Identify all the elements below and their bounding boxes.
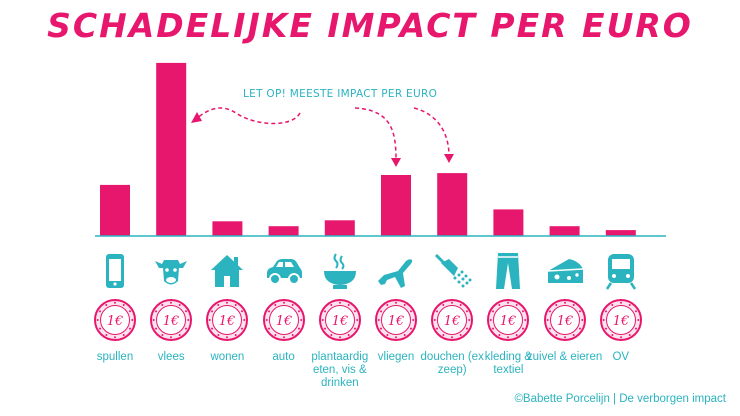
svg-text:1€: 1€: [556, 314, 573, 329]
euro-coin-icon: 1€: [93, 298, 137, 342]
svg-text:1€: 1€: [219, 314, 236, 329]
car-icon: [264, 251, 304, 291]
svg-text:1€: 1€: [500, 314, 517, 329]
trousers-icon: [488, 251, 528, 291]
chart-title: SCHADELIJKE IMPACT PER EURO: [47, 6, 693, 45]
bar-auto: [268, 226, 299, 236]
svg-text:1€: 1€: [613, 314, 630, 329]
svg-text:1€: 1€: [163, 314, 180, 329]
euro-coin-icon: 1€: [543, 298, 587, 342]
svg-text:1€: 1€: [275, 314, 292, 329]
annotation-arrow-douchen: [413, 107, 450, 157]
euro-coin-icon: 1€: [318, 298, 362, 342]
annotation-arrowhead-vlees: [191, 112, 202, 123]
credit: ©Babette Porcelijn | De verborgen impact: [514, 393, 726, 405]
bar-vlees: [156, 62, 187, 237]
category-label: vlees: [157, 351, 185, 363]
annotation-arrow-vliegen: [354, 107, 397, 161]
train-icon: [601, 251, 641, 291]
euro-coin-icon: 1€: [374, 298, 418, 342]
smartphone-icon: [95, 251, 135, 291]
bar-vliegen: [381, 175, 411, 236]
category-label: zuivel & eieren: [526, 351, 603, 363]
euro-coin-icon: 1€: [486, 298, 530, 342]
category-label: vliegen: [377, 351, 415, 363]
svg-text:1€: 1€: [107, 314, 124, 329]
house-icon: [207, 251, 247, 291]
category-label: auto: [272, 351, 295, 363]
bar-wonen: [212, 221, 243, 237]
euro-coin-icon: 1€: [149, 298, 193, 342]
bar-douchen: [437, 173, 468, 236]
euro-coin-icon: 1€: [430, 298, 474, 342]
annotation: LET OP! MEESTE IMPACT PER EURO: [191, 88, 454, 167]
bar-ov: [605, 230, 636, 236]
bar-kleding: [493, 209, 524, 236]
svg-text:1€: 1€: [388, 314, 405, 329]
cow-icon: [151, 251, 191, 291]
steaming-bowl-icon: [320, 251, 360, 291]
bar-zuivel: [549, 226, 580, 236]
airplane-icon: [376, 251, 416, 291]
annotation-arrowhead-douchen: [444, 154, 454, 163]
category-label: OV: [612, 351, 630, 363]
category-label: spullen: [96, 351, 134, 363]
cheese-icon: [545, 251, 585, 291]
bar-group: [100, 62, 636, 237]
annotation-arrowhead-vliegen: [391, 158, 401, 167]
annotation-text: LET OP! MEESTE IMPACT PER EURO: [243, 88, 437, 100]
bar-spullen: [100, 184, 130, 236]
svg-text:1€: 1€: [332, 314, 349, 329]
shower-icon: [432, 251, 472, 291]
euro-coin-icon: 1€: [205, 298, 249, 342]
category-label: plantaardig eten, vis & drinken: [311, 351, 369, 389]
annotation-arrow-vlees: [196, 107, 301, 125]
euro-coin-icon: 1€: [599, 298, 643, 342]
euro-coin-icon: 1€: [262, 298, 306, 342]
bar-plantaardig: [324, 220, 355, 236]
svg-text:1€: 1€: [444, 314, 461, 329]
category-label: douchen (ex zeep): [420, 351, 484, 376]
category-label: kleding & textiel: [484, 351, 533, 376]
category-label: wonen: [210, 351, 245, 363]
